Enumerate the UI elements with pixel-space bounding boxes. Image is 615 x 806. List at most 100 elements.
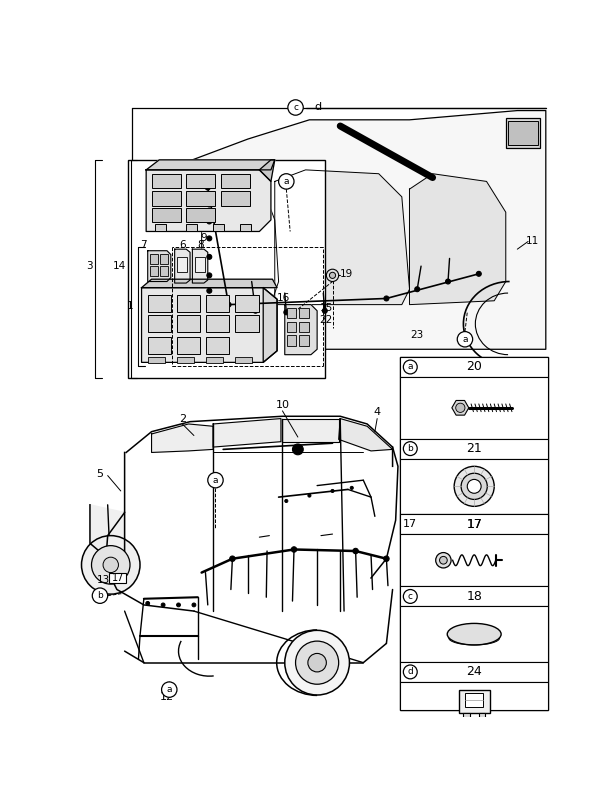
Text: 17: 17 (111, 573, 124, 583)
Circle shape (205, 185, 210, 190)
Circle shape (162, 682, 177, 697)
Bar (240, 224, 251, 231)
Circle shape (353, 548, 359, 554)
Circle shape (207, 219, 212, 224)
Circle shape (207, 273, 212, 278)
Bar (150, 254, 157, 264)
Circle shape (456, 403, 465, 413)
Bar (287, 308, 296, 318)
Circle shape (92, 588, 108, 604)
Circle shape (92, 546, 130, 584)
Polygon shape (339, 418, 392, 451)
Polygon shape (410, 174, 506, 305)
Bar (400, 587, 548, 606)
Circle shape (327, 269, 339, 281)
Polygon shape (90, 505, 125, 572)
Bar (287, 335, 296, 347)
Circle shape (445, 279, 450, 284)
Text: a: a (462, 334, 467, 344)
Bar (177, 337, 200, 354)
Bar (400, 438, 548, 459)
Text: 17: 17 (403, 519, 418, 529)
Circle shape (253, 309, 258, 314)
Circle shape (454, 467, 494, 506)
Text: 2: 2 (179, 413, 186, 424)
Text: 12: 12 (160, 692, 174, 702)
Bar (300, 335, 309, 347)
Text: 21: 21 (466, 442, 482, 455)
Polygon shape (285, 305, 317, 355)
Circle shape (477, 272, 482, 276)
Circle shape (308, 654, 327, 672)
Text: 15: 15 (319, 303, 333, 313)
Text: 4: 4 (373, 407, 381, 418)
Text: 17: 17 (466, 517, 482, 530)
Bar (400, 682, 548, 709)
Bar (148, 357, 165, 364)
Text: 9: 9 (200, 233, 207, 243)
Text: c: c (293, 103, 298, 112)
Circle shape (285, 500, 288, 502)
Circle shape (403, 665, 417, 679)
Circle shape (440, 556, 447, 564)
Bar (148, 295, 171, 312)
Bar (151, 209, 181, 222)
Text: 3: 3 (86, 261, 92, 271)
Circle shape (207, 236, 212, 241)
Text: 19: 19 (340, 269, 354, 279)
Bar (479, 713, 485, 726)
Circle shape (82, 536, 140, 594)
Circle shape (322, 309, 327, 314)
Bar (465, 693, 483, 708)
Circle shape (296, 641, 339, 684)
Text: 8: 8 (197, 240, 204, 251)
Bar (151, 191, 181, 206)
Text: 7: 7 (141, 240, 147, 251)
Circle shape (230, 556, 235, 562)
Text: 13: 13 (97, 575, 109, 585)
Text: 22: 22 (319, 315, 333, 325)
Polygon shape (192, 110, 546, 349)
Circle shape (285, 630, 349, 695)
Circle shape (192, 603, 196, 607)
Bar (221, 191, 250, 206)
Circle shape (207, 289, 212, 293)
Text: 14: 14 (113, 261, 126, 271)
Bar (400, 606, 548, 662)
Bar (156, 224, 166, 231)
Text: 24: 24 (466, 666, 482, 679)
Circle shape (415, 287, 419, 292)
Text: a: a (167, 685, 172, 694)
Bar (300, 308, 309, 318)
Text: a: a (284, 177, 289, 186)
Circle shape (279, 174, 294, 189)
Bar (148, 337, 171, 354)
Bar (109, 572, 126, 584)
Text: 5: 5 (97, 469, 103, 479)
Polygon shape (141, 279, 277, 288)
Bar (177, 357, 194, 364)
Text: b: b (407, 444, 413, 453)
Text: 20: 20 (466, 360, 482, 373)
Text: d: d (314, 102, 321, 113)
Text: 11: 11 (526, 236, 539, 247)
Bar (400, 357, 548, 377)
Polygon shape (146, 170, 271, 231)
Bar (400, 662, 548, 682)
Circle shape (177, 603, 180, 607)
Bar (236, 295, 258, 312)
Circle shape (458, 331, 473, 347)
Circle shape (384, 556, 389, 562)
Bar (400, 514, 548, 534)
Polygon shape (148, 251, 171, 281)
Circle shape (435, 553, 451, 568)
Bar (221, 174, 250, 188)
Bar (206, 315, 229, 332)
Text: a: a (408, 363, 413, 372)
Bar (177, 315, 200, 332)
Bar (400, 514, 548, 534)
Text: 17: 17 (466, 517, 482, 530)
Circle shape (350, 486, 353, 489)
Circle shape (331, 489, 334, 492)
Bar (195, 257, 205, 272)
